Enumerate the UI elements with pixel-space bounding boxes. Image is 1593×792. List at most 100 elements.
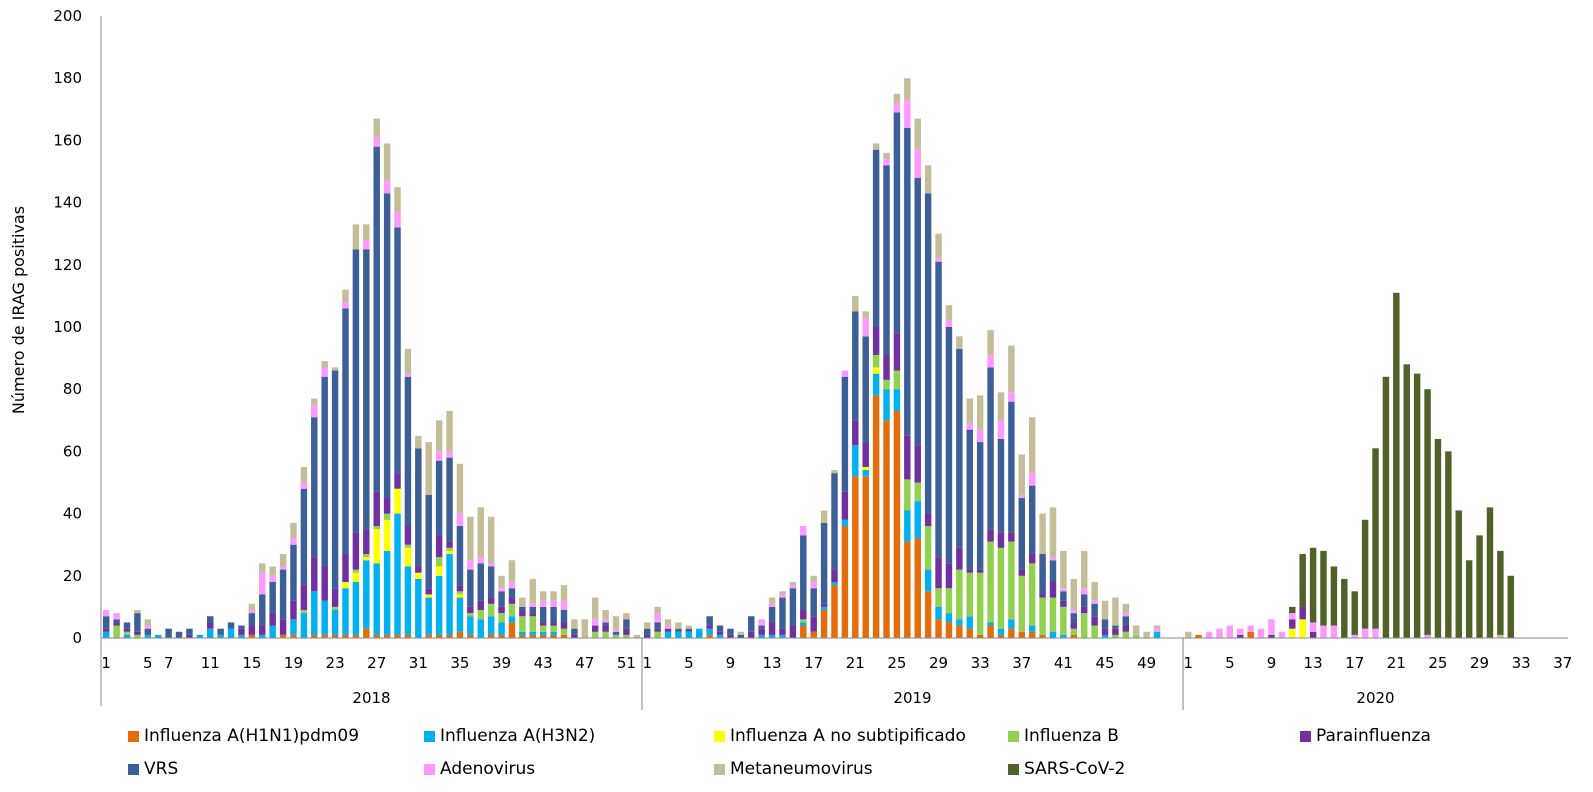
bar-segment [1008,392,1015,402]
bar-segment [872,149,880,327]
bar-segment [1372,448,1379,629]
bar-segment [560,610,568,623]
bar-segment [446,541,453,548]
bar-segment [311,557,318,592]
bar-segment [1018,454,1025,495]
bar-segment [1289,628,1296,638]
bar-segment [155,634,162,638]
bar-segment [456,513,464,527]
bar-segment [373,146,380,492]
bar-segment [383,180,391,194]
bar-segment [612,628,620,632]
bar-segment [779,628,786,635]
bar-segment [1465,560,1473,638]
bar-segment [1351,634,1358,638]
bar-segment [331,606,339,611]
bar-segment [1299,619,1306,638]
bar-segment [467,606,474,614]
bar-segment [1101,628,1109,635]
bar-segment [862,317,869,337]
bar-segment [1299,606,1306,620]
bar-segment [331,367,339,371]
bar-segment [883,165,890,355]
bar-segment [966,628,973,638]
bar-segment [487,566,495,598]
legend-label: Parainfluenza [1316,726,1431,746]
bar-segment [893,333,901,371]
bar-segment [508,603,516,617]
legend-swatch [424,763,435,775]
bar-segment [924,591,932,638]
bar-segment [644,622,651,629]
bar-segment [1289,619,1296,629]
bar-segment [852,445,859,477]
bar-segment [1060,600,1067,607]
bar-segment [102,628,110,632]
bar-segment [727,628,734,635]
bar-segment [1028,417,1036,474]
y-tick-label: 140 [53,194,82,212]
bar-segment [800,622,807,626]
bar-segment [102,616,110,629]
bar-segment [498,622,505,635]
bar-segment [800,526,807,536]
bar-segment [394,187,401,212]
bar-segment [498,591,505,607]
bar-segment [415,448,422,567]
bar-segment [487,616,495,635]
bar-segment [997,628,1005,635]
bar-segment [342,634,349,638]
bar-segment [1049,597,1057,632]
bar-segment [321,566,328,601]
bar-segment [1237,628,1244,635]
bar-segment [1008,401,1015,533]
bar-segment [945,320,953,327]
bar-segment [529,578,536,604]
bar-segment [654,628,661,632]
bar-segment [987,354,994,368]
x-tick-label: 25 [887,654,906,672]
bar-segment [1080,550,1088,589]
bar-segment [862,311,869,318]
bar-segment [560,585,568,601]
bar-segment [1153,628,1161,632]
bar-segment [997,547,1005,629]
bar-segment [1309,622,1317,632]
bar-segment [435,451,443,461]
bar-segment [768,597,776,604]
bar-segment [1028,625,1036,632]
bar-segment [1382,376,1390,638]
bar-segment [883,420,890,638]
legend-swatch [1008,763,1019,775]
bar-segment [664,619,672,626]
bar-segment [571,628,578,635]
legend-label: VRS [144,759,179,779]
bar-segment [820,510,828,523]
bar-segment [1028,485,1036,555]
bar-segment [935,233,942,259]
bar-segment [997,438,1005,533]
bar-segment [1268,634,1275,638]
bar-segment [321,600,328,635]
bar-segment [300,482,308,489]
x-group-label: 2019 [893,689,931,707]
bar-segment [831,470,838,474]
y-tick-label: 20 [63,567,82,585]
bar-segment [914,501,921,539]
bar-segment [1330,566,1338,626]
bar-segment [924,193,932,514]
bar-segment [1039,554,1046,595]
x-tick-label: 17 [804,654,823,672]
x-tick-label: 33 [971,654,990,672]
bar-segment [383,513,391,520]
bar-segment [1341,578,1348,638]
bar-segment [966,429,973,570]
bar-segment [373,529,380,564]
bar-segment [467,634,474,638]
bar-segment [467,560,474,570]
bar-segment [945,327,953,564]
bar-segment [976,572,984,635]
bar-segment [1122,613,1130,617]
bar-segment [1070,628,1078,635]
